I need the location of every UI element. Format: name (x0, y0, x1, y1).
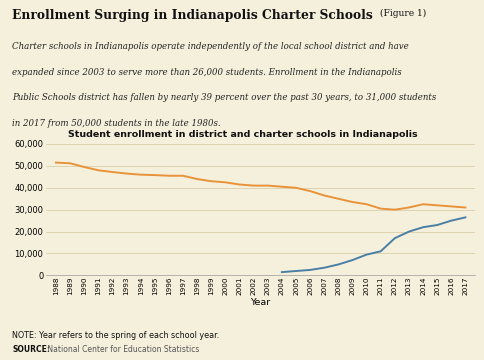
Text: in 2017 from 50,000 students in the late 1980s.: in 2017 from 50,000 students in the late… (12, 119, 220, 128)
Text: Public Schools district has fallen by nearly 39 percent over the past 30 years, : Public Schools district has fallen by ne… (12, 93, 436, 102)
Text: (Figure 1): (Figure 1) (377, 9, 426, 18)
Text: Student enrollment in district and charter schools in Indianapolis: Student enrollment in district and chart… (68, 130, 416, 139)
Text: expanded since 2003 to serve more than 26,000 students. Enrollment in the Indian: expanded since 2003 to serve more than 2… (12, 68, 401, 77)
Text: Charter schools in Indianapolis operate independently of the local school distri: Charter schools in Indianapolis operate … (12, 42, 408, 51)
Text: NOTE: Year refers to the spring of each school year.: NOTE: Year refers to the spring of each … (12, 331, 219, 340)
Text: National Center for Education Statistics: National Center for Education Statistics (45, 345, 199, 354)
X-axis label: Year: Year (250, 298, 270, 307)
Text: SOURCE:: SOURCE: (12, 345, 50, 354)
Text: Enrollment Surging in Indianapolis Charter Schools: Enrollment Surging in Indianapolis Chart… (12, 9, 372, 22)
Legend: Indianapolis public schools, Charter schools: Indianapolis public schools, Charter sch… (136, 359, 385, 360)
